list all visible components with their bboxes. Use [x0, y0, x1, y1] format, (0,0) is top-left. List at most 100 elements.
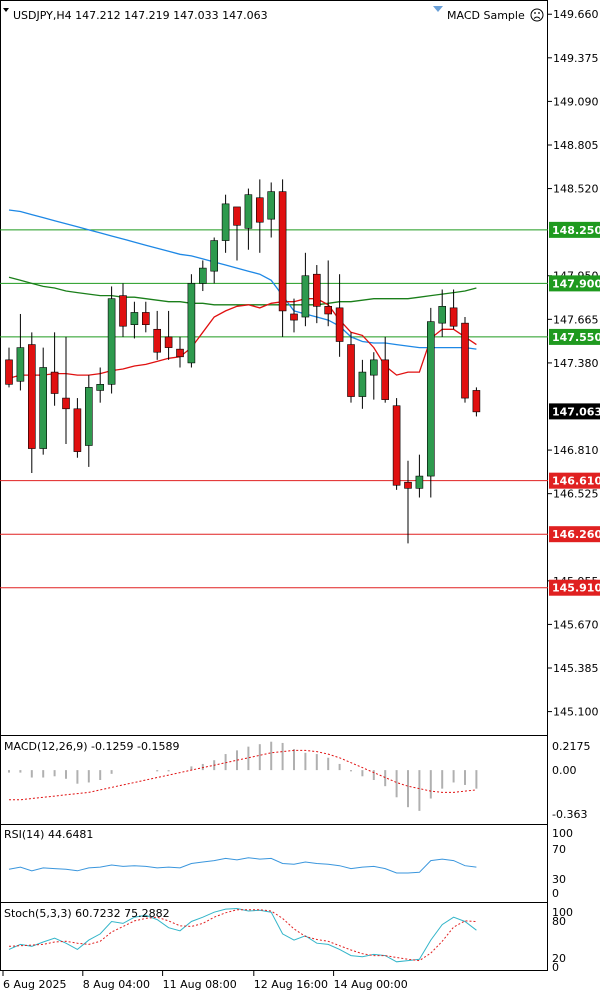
candle-body	[130, 312, 139, 325]
candle-body	[404, 481, 412, 489]
candle-body	[347, 344, 355, 397]
candle-body	[85, 387, 93, 446]
price-tick-label: 148.805	[553, 139, 599, 152]
candle-bear	[335, 274, 344, 357]
ma-green-line	[8, 276, 477, 306]
candle-bull	[369, 352, 378, 400]
candle-body	[278, 191, 287, 312]
symbol-info: USDJPY,H4 147.212 147.219 147.033 147.06…	[13, 9, 268, 22]
candle-body	[358, 371, 367, 397]
candle-bear	[404, 460, 412, 544]
price-tick-label: 146.810	[553, 444, 599, 457]
macd-indicator	[8, 741, 478, 811]
candle-body	[233, 206, 241, 226]
candle-body	[153, 328, 161, 353]
candle-body	[301, 275, 310, 318]
level-tag-bg	[549, 526, 600, 543]
candle-bear	[27, 332, 36, 474]
candle-bull	[16, 313, 25, 391]
macd-tick: 0.2175	[552, 740, 591, 753]
candle-body	[426, 321, 435, 477]
candle-bull	[244, 188, 253, 250]
candle-body	[119, 295, 127, 327]
candle-bull	[96, 367, 104, 403]
candle-bull	[267, 182, 276, 238]
candle-body	[210, 240, 218, 272]
candle-body	[199, 267, 207, 284]
time-label: 14 Aug 00:00	[334, 978, 408, 991]
candle-body	[461, 322, 469, 399]
price-tick-label: 146.525	[553, 488, 599, 501]
candlesticks[interactable]	[5, 179, 481, 544]
time-label: 12 Aug 16:00	[254, 978, 328, 991]
level-tag-bg	[549, 275, 600, 292]
stoch-indicator	[8, 907, 477, 963]
rsi-label: RSI(14) 44.6481	[4, 828, 93, 841]
rsi-tick: 30	[552, 873, 566, 886]
level-tag-label: 147.900	[552, 277, 600, 290]
candle-bear	[255, 179, 264, 253]
rsi-tick: 0	[552, 887, 559, 900]
candle-body	[96, 384, 104, 391]
candle-body	[244, 194, 253, 229]
candle-bear	[347, 332, 355, 403]
candle-bear	[73, 398, 82, 458]
candle-body	[176, 348, 184, 358]
candle-bear	[324, 260, 333, 327]
ea-name[interactable]: MACD Sample	[447, 9, 525, 22]
horizontal-levels[interactable]	[0, 229, 548, 589]
candle-body	[221, 203, 230, 241]
rsi-tick: 100	[552, 827, 573, 840]
level-tag-label: 145.910	[552, 582, 600, 595]
price-tick-label: 148.520	[553, 183, 599, 196]
candle-bull	[221, 194, 230, 253]
candle-bull	[39, 347, 48, 455]
candle-bear	[176, 336, 184, 368]
candle-body	[255, 197, 264, 223]
price-tick-label: 149.090	[553, 95, 599, 108]
candle-bull	[85, 375, 93, 467]
candle-bull	[187, 274, 196, 368]
level-tag-bg	[549, 472, 600, 489]
candle-bear	[472, 387, 481, 417]
candle-bull	[199, 260, 207, 292]
plot-frame	[0, 0, 548, 971]
candle-body	[415, 475, 424, 489]
candle-bear	[5, 347, 13, 388]
level-tag-label: 146.610	[552, 475, 600, 488]
candle-bull	[426, 307, 435, 498]
candle-body	[392, 405, 401, 486]
current-price-tag-bg	[549, 403, 600, 420]
candle-bear	[142, 301, 150, 333]
stoch-tick: 100	[552, 906, 573, 919]
smiley-sad-icon[interactable]	[530, 8, 544, 22]
candle-body	[73, 408, 82, 452]
candle-body	[142, 312, 150, 325]
candle-body	[290, 313, 298, 321]
candle-bull	[107, 286, 116, 394]
collapse-arrow-icon[interactable]	[433, 6, 443, 12]
stoch-tick: 80	[552, 915, 566, 928]
time-label: 11 Aug 08:00	[163, 978, 237, 991]
stoch-tick: 20	[552, 952, 566, 965]
candle-body	[472, 390, 481, 413]
moving-averages	[8, 209, 477, 379]
dropdown-triangle-icon[interactable]	[3, 8, 9, 12]
candle-bear	[449, 289, 458, 330]
header-bar: USDJPY,H4 147.212 147.219 147.033 147.06…	[3, 6, 544, 22]
candle-bull	[301, 252, 310, 327]
level-tag-label: 147.550	[552, 331, 600, 344]
candle-bull	[358, 359, 367, 409]
level-tag-label: 148.250	[552, 224, 600, 237]
level-price-tags: 148.250 147.900 147.550 146.610 146.260 145.9…	[549, 221, 600, 596]
rsi-tick: 70	[552, 843, 566, 856]
candle-bear	[392, 398, 401, 490]
time-axis: 6 Aug 2025 8 Aug 04:00 11 Aug 08:00 12 Aug …	[2, 971, 408, 991]
candle-body	[187, 283, 196, 364]
stoch-tick: 0	[552, 961, 559, 974]
price-tick-label: 149.660	[553, 8, 599, 21]
candle-body	[449, 307, 458, 327]
price-tick-label: 145.385	[553, 662, 599, 675]
